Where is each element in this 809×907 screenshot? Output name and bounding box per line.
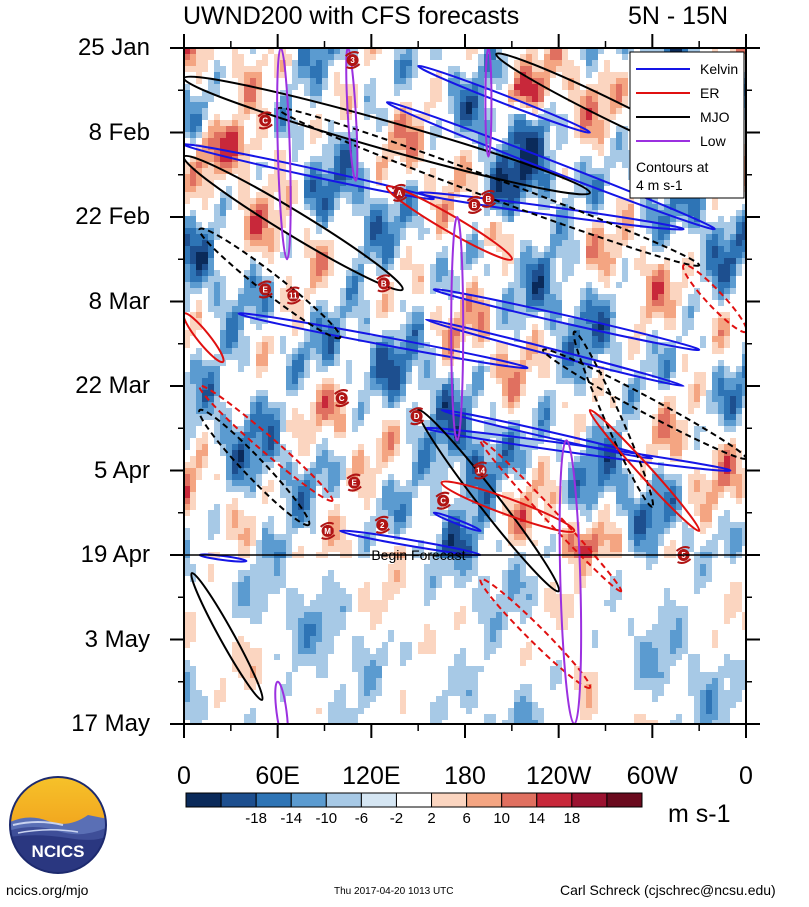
colorbar-tick-label: 6: [462, 810, 471, 827]
colorbar-swatch: [571, 792, 608, 808]
y-tick-label: 8 Mar: [88, 287, 150, 315]
y-tick-label: 8 Feb: [88, 118, 150, 146]
x-tick-label: 120E: [342, 762, 401, 790]
axis-ticks: [170, 34, 760, 738]
y-tick-label: 17 May: [71, 710, 150, 737]
storm-marker: B: [480, 189, 497, 208]
colorbar-swatch: [395, 792, 433, 808]
colorbar-swatch: [255, 792, 292, 808]
ncics-logo-graphic: NCICS: [9, 776, 107, 874]
colorbar-swatch: [466, 792, 503, 808]
colorbar-tick-label: -2: [389, 810, 404, 827]
legend-entry-label: Low: [700, 133, 727, 149]
footer-timestamp: Thu 2017-04-20 1013 UTC: [334, 886, 454, 897]
colorbar-tick-label: -6: [354, 810, 369, 827]
colorbar-swatch: [501, 792, 538, 808]
storm-marker: E: [346, 473, 362, 492]
begin-forecast-label: Begin Forecast: [371, 547, 465, 563]
colorbar-swatch: [431, 792, 468, 808]
y-tick-label: 5 Apr: [93, 456, 150, 484]
storm-marker: D: [408, 407, 425, 426]
y-tick-label: 25 Jan: [77, 34, 150, 61]
y-tick-label: 3 May: [84, 625, 150, 653]
legend-note: Contours at: [636, 159, 708, 175]
storm-marker: B: [466, 195, 483, 214]
storm-marker: 11: [285, 286, 301, 305]
x-tick-label: 120W: [526, 762, 592, 790]
x-tick-label: 60E: [255, 762, 300, 790]
y-tick-label: 22 Mar: [75, 372, 150, 399]
legend-entry-label: MJO: [700, 109, 730, 125]
chart-title: UWND200 with CFS forecasts 5N - 15N: [0, 2, 809, 36]
logo-text: NCICS: [32, 842, 85, 861]
y-tick-label: 22 Feb: [75, 203, 150, 230]
x-tick-label: 0: [177, 762, 191, 790]
legend-entry-label: Kelvin: [700, 61, 738, 77]
colorbar-tick-label: 14: [528, 810, 546, 827]
title-text: UWND200 with CFS forecasts: [183, 2, 520, 30]
colorbar-swatch: [360, 792, 397, 808]
x-tick-label: 180: [444, 762, 486, 790]
colorbar-swatch: [290, 792, 327, 808]
footer-author: Carl Schreck (cjschrec@ncsu.edu): [560, 882, 776, 898]
colorbar-units: m s-1: [668, 800, 731, 828]
colorbar-tick-label: 2: [427, 810, 436, 827]
colorbar-swatch: [536, 792, 573, 808]
region-text: 5N - 15N: [628, 2, 729, 30]
storm-marker: A: [391, 183, 408, 202]
colorbar-tick-label: 10: [493, 810, 511, 827]
colorbar-tick-label: -18: [245, 810, 267, 827]
colorbar-swatch: [606, 792, 643, 808]
x-tick-label: 60W: [626, 762, 679, 790]
storm-marker: E: [257, 280, 273, 299]
storm-marker: 3: [344, 51, 361, 70]
colorbar-swatch: [325, 792, 362, 808]
y-tick-label: 19 Apr: [80, 541, 150, 568]
legend-entry-label: ER: [700, 85, 719, 101]
storm-marker: C: [257, 111, 273, 130]
legend-note: 4 m s-1: [636, 177, 683, 193]
storm-marker: 14: [472, 461, 489, 480]
storm-marker: C: [435, 491, 451, 510]
x-tick-label: 0: [739, 762, 753, 790]
footer-site-link[interactable]: ncics.org/mjo: [6, 882, 89, 898]
ncics-logo[interactable]: NCICS: [8, 775, 108, 875]
storm-marker: M: [319, 521, 336, 540]
legend: Kelvin ER MJO Low Contours at 4 m s-1: [629, 51, 745, 199]
colorbar-swatch: [185, 792, 222, 808]
colorbar-tick-label: -10: [315, 810, 338, 827]
colorbar: [185, 792, 643, 808]
colorbar-tick-label: -14: [280, 810, 303, 827]
storm-marker: C: [334, 389, 350, 408]
storm-marker: 2: [374, 515, 390, 534]
colorbar-swatch: [220, 792, 257, 808]
colorbar-tick-label: 18: [563, 810, 581, 827]
storm-marker: B: [376, 274, 392, 293]
